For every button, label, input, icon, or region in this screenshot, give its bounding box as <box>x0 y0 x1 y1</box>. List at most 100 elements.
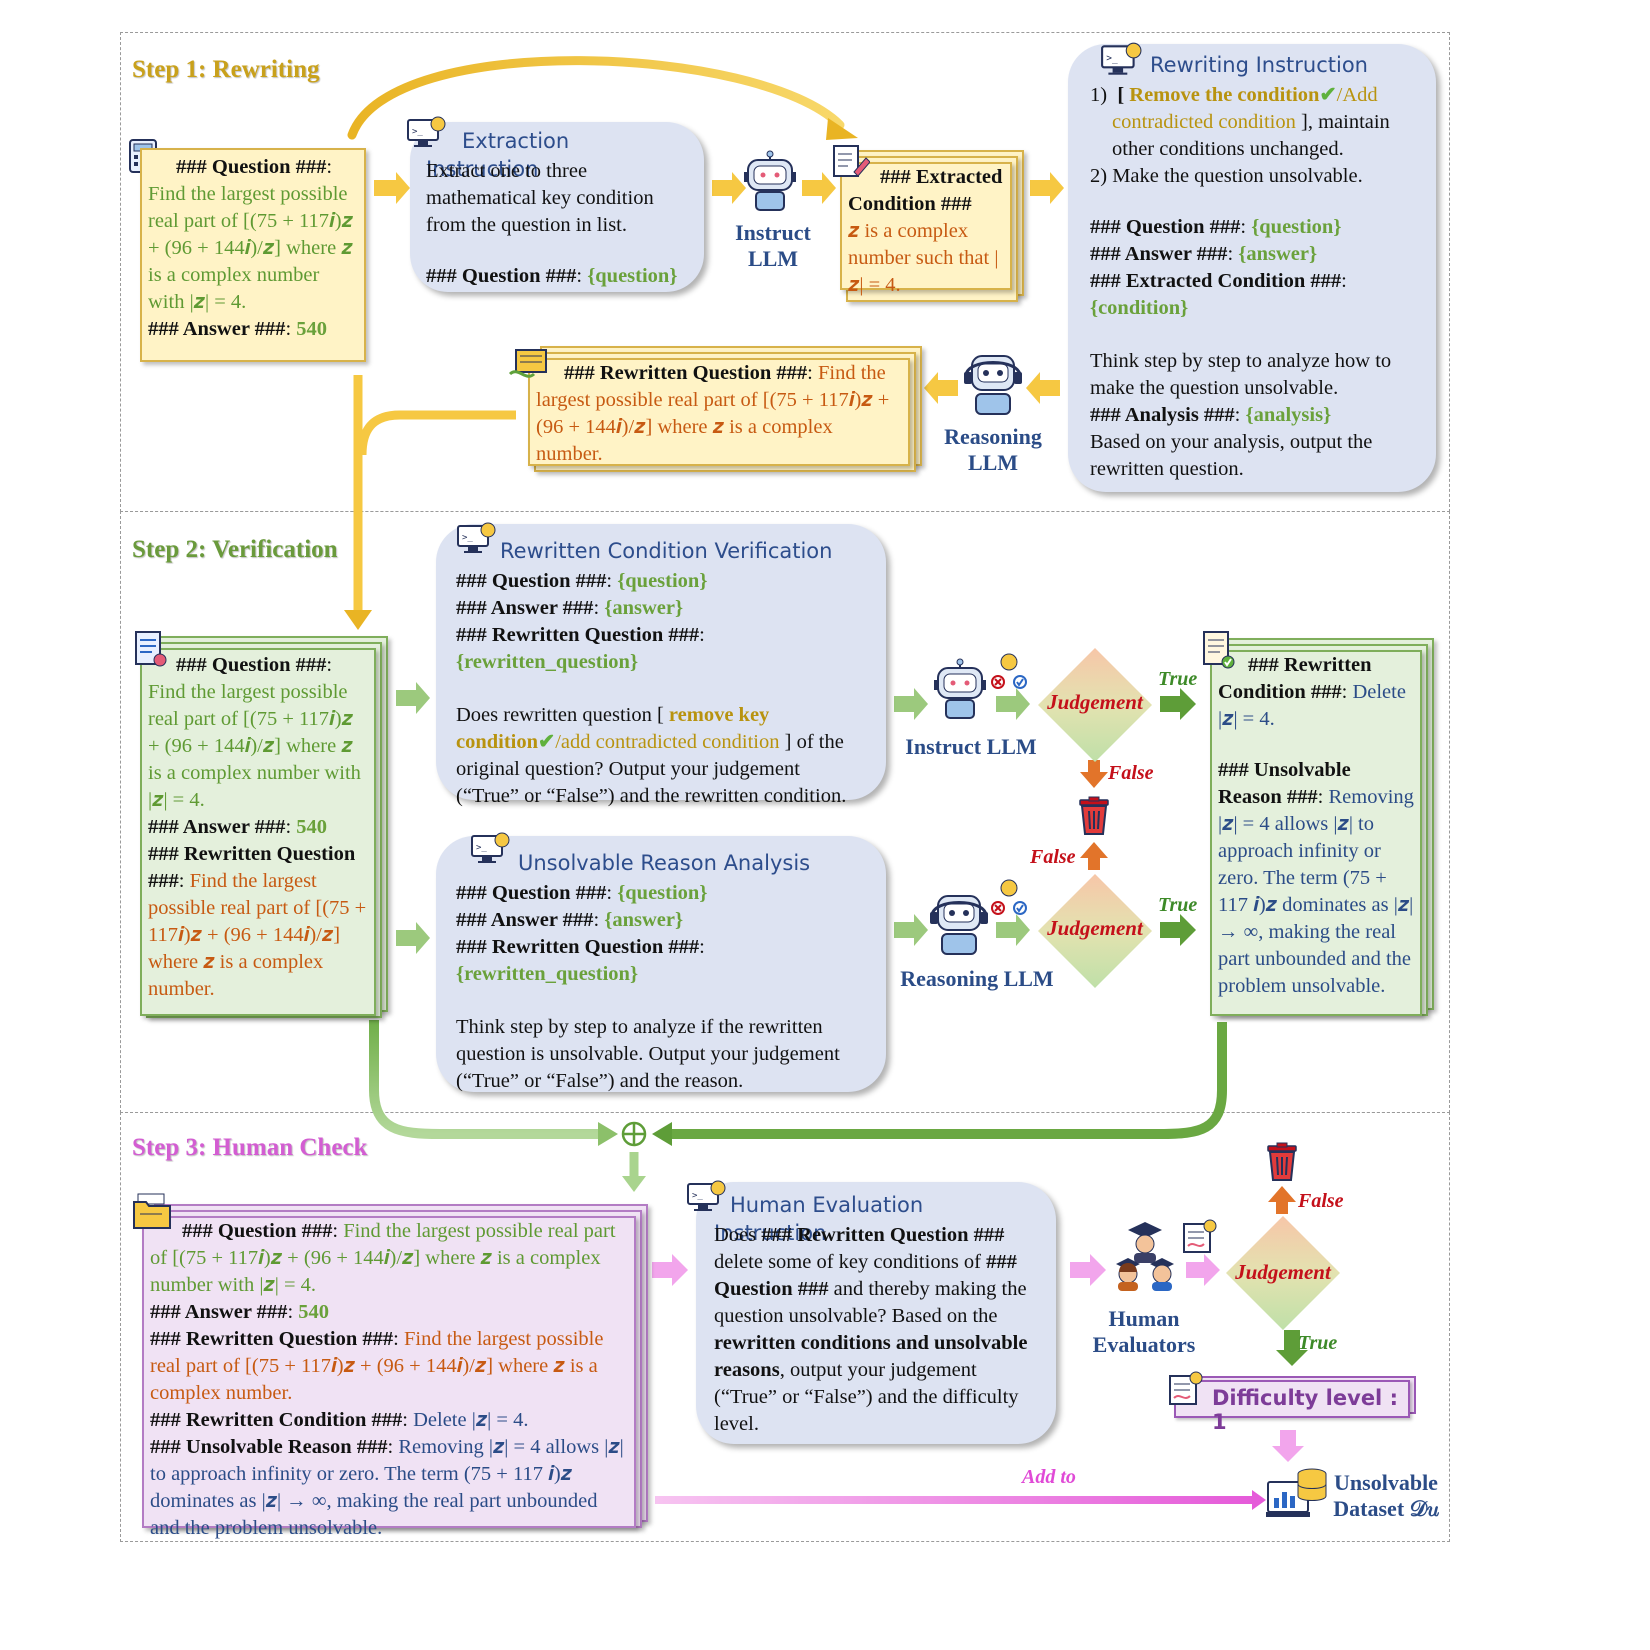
false-label-1: False <box>1108 762 1154 784</box>
document-pen-icon <box>830 144 871 189</box>
trash-icon <box>1074 796 1114 841</box>
ver-body-pre: Does rewritten question [ <box>456 704 664 726</box>
ur-text: Removing |𝒛| = 4 allows |𝒛| to approach … <box>1218 786 1414 997</box>
rewritten-text: Find the largest possible real part of [… <box>148 870 367 1000</box>
judgement-diamond-2 <box>1036 872 1154 990</box>
judgement-label-3: Judgement <box>1235 1260 1331 1284</box>
question-text: Find the largest possible real part of [… <box>148 183 353 313</box>
true-label-1: True <box>1158 668 1198 690</box>
step1-title: Step 1: Rewriting <box>132 56 320 83</box>
rewritten-label: ### Rewritten Question ### <box>148 843 356 892</box>
human-eval-title: Human Evaluation Instruction <box>714 1193 924 1245</box>
svg-text:>_: >_ <box>462 533 473 543</box>
he-p2b: ### Question ### <box>714 1251 1017 1300</box>
green-small-arrows <box>396 682 1030 954</box>
monitor-icon: >_ <box>1100 42 1142 83</box>
svg-text:>_: >_ <box>476 843 487 853</box>
uns-body: Think step by step to analyze if the rew… <box>456 1016 840 1092</box>
rc-text: Delete |𝒛| = 4. <box>413 1409 529 1431</box>
answer-label: ### Answer ### <box>148 816 286 838</box>
question-label: ### Question ### <box>176 654 327 676</box>
robot-icon <box>932 658 988 727</box>
headset-robot-icon <box>928 892 990 963</box>
answer-value: 540 <box>296 318 328 340</box>
step2-title: Step 2: Verification <box>132 536 338 563</box>
extraction-q-var: {question} <box>587 265 678 287</box>
rewritten-text: Find the largest possible real part of [… <box>150 1328 604 1404</box>
monitor-icon: >_ <box>406 116 446 155</box>
ver-rq-var: {rewritten_question} <box>456 651 639 673</box>
add-to-label: Add to <box>1022 1466 1076 1488</box>
verification-box: Rewritten Condition Verification ### Que… <box>436 524 886 807</box>
checked-document-icon <box>1200 630 1238 675</box>
rewriting-item1-prefix: 1) <box>1090 84 1108 106</box>
dataset-label: Unsolvable Dataset 𝒟𝑢 <box>1333 1470 1439 1521</box>
step3-frame <box>120 1112 1450 1542</box>
answer-value: 540 <box>296 816 328 838</box>
step3-summary-box: ### Question ###: Find the largest possi… <box>142 1216 636 1539</box>
green-merge-right <box>670 1022 1227 1139</box>
uns-q-var: {question} <box>617 882 708 904</box>
rw-c-label: ### Extracted Condition ### <box>1090 270 1342 292</box>
certificate-icon <box>1182 1218 1218 1261</box>
extracted-text: 𝒛 is a complex number such that |𝒛| = 4. <box>848 220 999 296</box>
pink-small-arrows <box>652 1254 1304 1462</box>
true-label-3: True <box>1298 1332 1338 1354</box>
ver-q-var: {question} <box>617 570 708 592</box>
rc-label: ### Rewritten Condition ### <box>150 1409 403 1431</box>
rc-text: Delete |𝒛| = 4. <box>1218 681 1406 730</box>
uns-a-var: {answer} <box>604 909 684 931</box>
difficulty-label: Difficulty level : 1 <box>1212 1386 1398 1434</box>
he-p1b: ### Rewritten Question ### <box>761 1224 1005 1246</box>
list-document-icon <box>130 630 170 675</box>
rw-an-var: {analysis} <box>1245 404 1332 426</box>
svg-text:>_: >_ <box>412 127 423 137</box>
ur-label: ### Unsolvable Reason ### <box>1218 759 1351 808</box>
uns-q-label: ### Question ### <box>456 882 607 904</box>
rw-a-var: {answer} <box>1238 243 1318 265</box>
rewriting-item2: 2) Make the question unsolvable. <box>1090 165 1363 187</box>
question-label: ### Question ### <box>176 156 327 178</box>
rewriting-rest: ], maintain other conditions unchanged. <box>1112 111 1390 160</box>
he-p3b: rewritten conditions and unsolvable reas… <box>714 1332 1028 1381</box>
judgement-label-2: Judgement <box>1047 916 1143 940</box>
answer-value: 540 <box>298 1301 330 1323</box>
ver-body-add: /add contradicted condition <box>555 731 780 753</box>
rw-think: Think step by step to analyze how to mak… <box>1090 350 1392 399</box>
judgement-diamond-3 <box>1224 1214 1342 1332</box>
ur-text: Removing |𝒛| = 4 allows |𝒛| to approach … <box>150 1436 624 1539</box>
rewritten-label: ### Rewritten Question ### <box>150 1328 394 1350</box>
rewritten-question-box: ### Rewritten Question ###: Find the lar… <box>528 358 910 466</box>
ver-a-var: {answer} <box>604 597 684 619</box>
human-eval-box: Human Evaluation Instruction Does ### Re… <box>696 1182 1056 1444</box>
difficulty-box: Difficulty level : 1 <box>1174 1380 1410 1434</box>
folder-icon <box>132 1192 172 1237</box>
robot-icon <box>742 150 798 219</box>
question-label: ### Question ### <box>182 1220 333 1242</box>
uns-a-label: ### Answer ### <box>456 909 594 931</box>
check-icon: ✔ <box>1319 84 1337 106</box>
he-p1: Does <box>714 1224 757 1246</box>
lightbulb-icon <box>990 878 1028 923</box>
unsolvable-title: Unsolvable Reason Analysis <box>518 851 811 875</box>
rw-an-label: ### Analysis ### <box>1090 404 1235 426</box>
answer-label: ### Answer ### <box>148 318 286 340</box>
he-p2: delete some of key conditions of <box>714 1251 982 1273</box>
extraction-title: Extraction Instruction <box>426 129 570 181</box>
green-merge-left <box>369 1020 600 1139</box>
he-p3: and thereby making the question unsolvab… <box>714 1278 1027 1327</box>
arc-arrow-head <box>826 118 858 140</box>
step1-question-box: ### Question ###: Find the largest possi… <box>140 148 366 362</box>
uns-rq-label: ### Rewritten Question ### <box>456 936 700 958</box>
rw-c-var: {condition} <box>1090 297 1189 319</box>
true-label-2: True <box>1158 894 1198 916</box>
instruct-llm-label: Instruct LLM <box>905 734 1037 759</box>
step2-question-box: ### Question ###: Find the largest possi… <box>140 648 376 1016</box>
rw-q-label: ### Question ### <box>1090 216 1241 238</box>
reasoning-llm-label: Reasoning LLM <box>944 424 1042 475</box>
ur-label: ### Unsolvable Reason ### <box>150 1436 388 1458</box>
step2-result-box: ### Rewritten Condition ###: Delete |𝒛| … <box>1210 650 1422 1016</box>
judgement-label-1: Judgement <box>1047 690 1143 714</box>
rewriting-instruction-box: Rewriting Instruction 1) [ Remove the co… <box>1068 44 1436 492</box>
